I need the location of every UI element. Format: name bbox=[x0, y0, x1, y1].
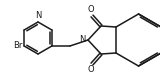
Text: O: O bbox=[88, 6, 94, 15]
Text: N: N bbox=[35, 11, 41, 21]
Text: N: N bbox=[80, 35, 86, 45]
Text: Br: Br bbox=[13, 41, 23, 50]
Text: O: O bbox=[88, 66, 94, 74]
